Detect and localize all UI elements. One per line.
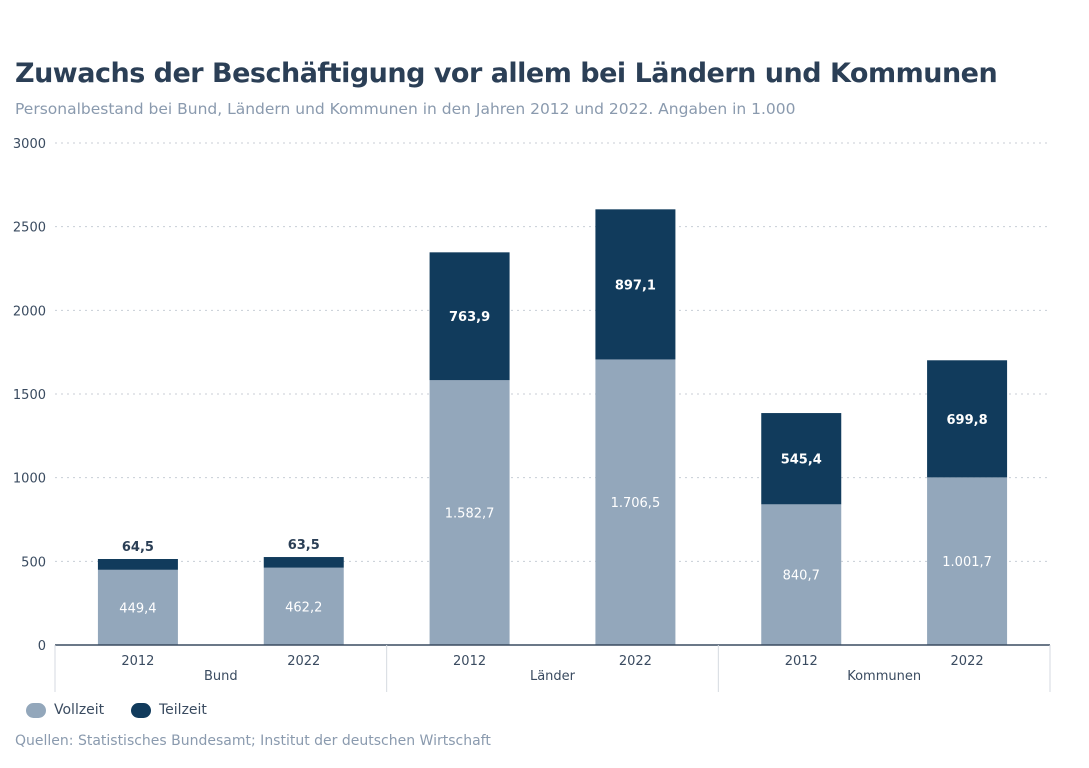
bar-teilzeit bbox=[761, 413, 842, 505]
data-label: 1.001,7 bbox=[942, 555, 992, 570]
x-tick-label: 2022 bbox=[619, 654, 652, 669]
bar-teilzeit bbox=[263, 557, 344, 568]
bar-vollzeit bbox=[429, 380, 510, 645]
stacked-bar-chart: 0 500 1000 1500 2000 2500 3000 449,4 64,5 2012 462… bbox=[13, 137, 1051, 692]
data-label: 763,9 bbox=[449, 310, 490, 325]
chart-subtitle: Personalbestand bei Bund, Ländern und Ko… bbox=[15, 100, 796, 118]
legend-item-vollzeit: Vollzeit bbox=[26, 702, 104, 718]
x-tick-label: 2012 bbox=[453, 654, 486, 669]
x-tick-label: 2022 bbox=[287, 654, 320, 669]
chart-title: Zuwachs der Beschäftigung vor allem bei … bbox=[15, 58, 998, 89]
legend-label: Teilzeit bbox=[159, 702, 207, 718]
y-tick-label: 3000 bbox=[13, 137, 46, 152]
bar-teilzeit bbox=[595, 209, 676, 360]
x-tick-label: 2012 bbox=[785, 654, 818, 669]
y-tick-label: 0 bbox=[38, 639, 46, 654]
group-label: Bund bbox=[204, 669, 238, 684]
y-tick-label: 2500 bbox=[13, 221, 46, 236]
data-label: 1.706,5 bbox=[611, 496, 661, 511]
x-tick-label: 2022 bbox=[951, 654, 984, 669]
data-label: 1.582,7 bbox=[445, 507, 495, 522]
legend-swatch bbox=[131, 702, 151, 718]
y-tick-label: 500 bbox=[21, 555, 46, 570]
group-label: Kommunen bbox=[847, 669, 921, 684]
data-label: 449,4 bbox=[119, 601, 156, 616]
group-label: Länder bbox=[530, 669, 576, 684]
legend-label: Vollzeit bbox=[54, 702, 105, 718]
y-tick-label: 2000 bbox=[13, 304, 46, 319]
bar-teilzeit bbox=[429, 252, 510, 381]
bar-vollzeit bbox=[263, 567, 344, 645]
data-label: 699,8 bbox=[947, 413, 988, 428]
legend-item-teilzeit: Teilzeit bbox=[131, 702, 207, 718]
y-tick-label: 1000 bbox=[13, 472, 46, 487]
data-label: 897,1 bbox=[615, 278, 656, 293]
x-tick-label: 2012 bbox=[121, 654, 154, 669]
bar-vollzeit bbox=[927, 477, 1008, 645]
source-note: Quellen: Statistisches Bundesamt; Instit… bbox=[15, 733, 491, 749]
bar-vollzeit bbox=[761, 504, 842, 645]
bar-teilzeit bbox=[927, 360, 1008, 478]
bar-teilzeit bbox=[97, 559, 178, 570]
bar-vollzeit bbox=[97, 569, 178, 645]
data-label: 545,4 bbox=[781, 453, 822, 468]
data-label: 63,5 bbox=[288, 538, 320, 553]
data-label: 840,7 bbox=[783, 569, 820, 584]
data-label: 64,5 bbox=[122, 540, 154, 555]
y-tick-label: 1500 bbox=[13, 388, 46, 403]
data-label: 462,2 bbox=[285, 600, 322, 615]
bar-vollzeit bbox=[595, 359, 676, 645]
legend-swatch bbox=[26, 702, 46, 718]
